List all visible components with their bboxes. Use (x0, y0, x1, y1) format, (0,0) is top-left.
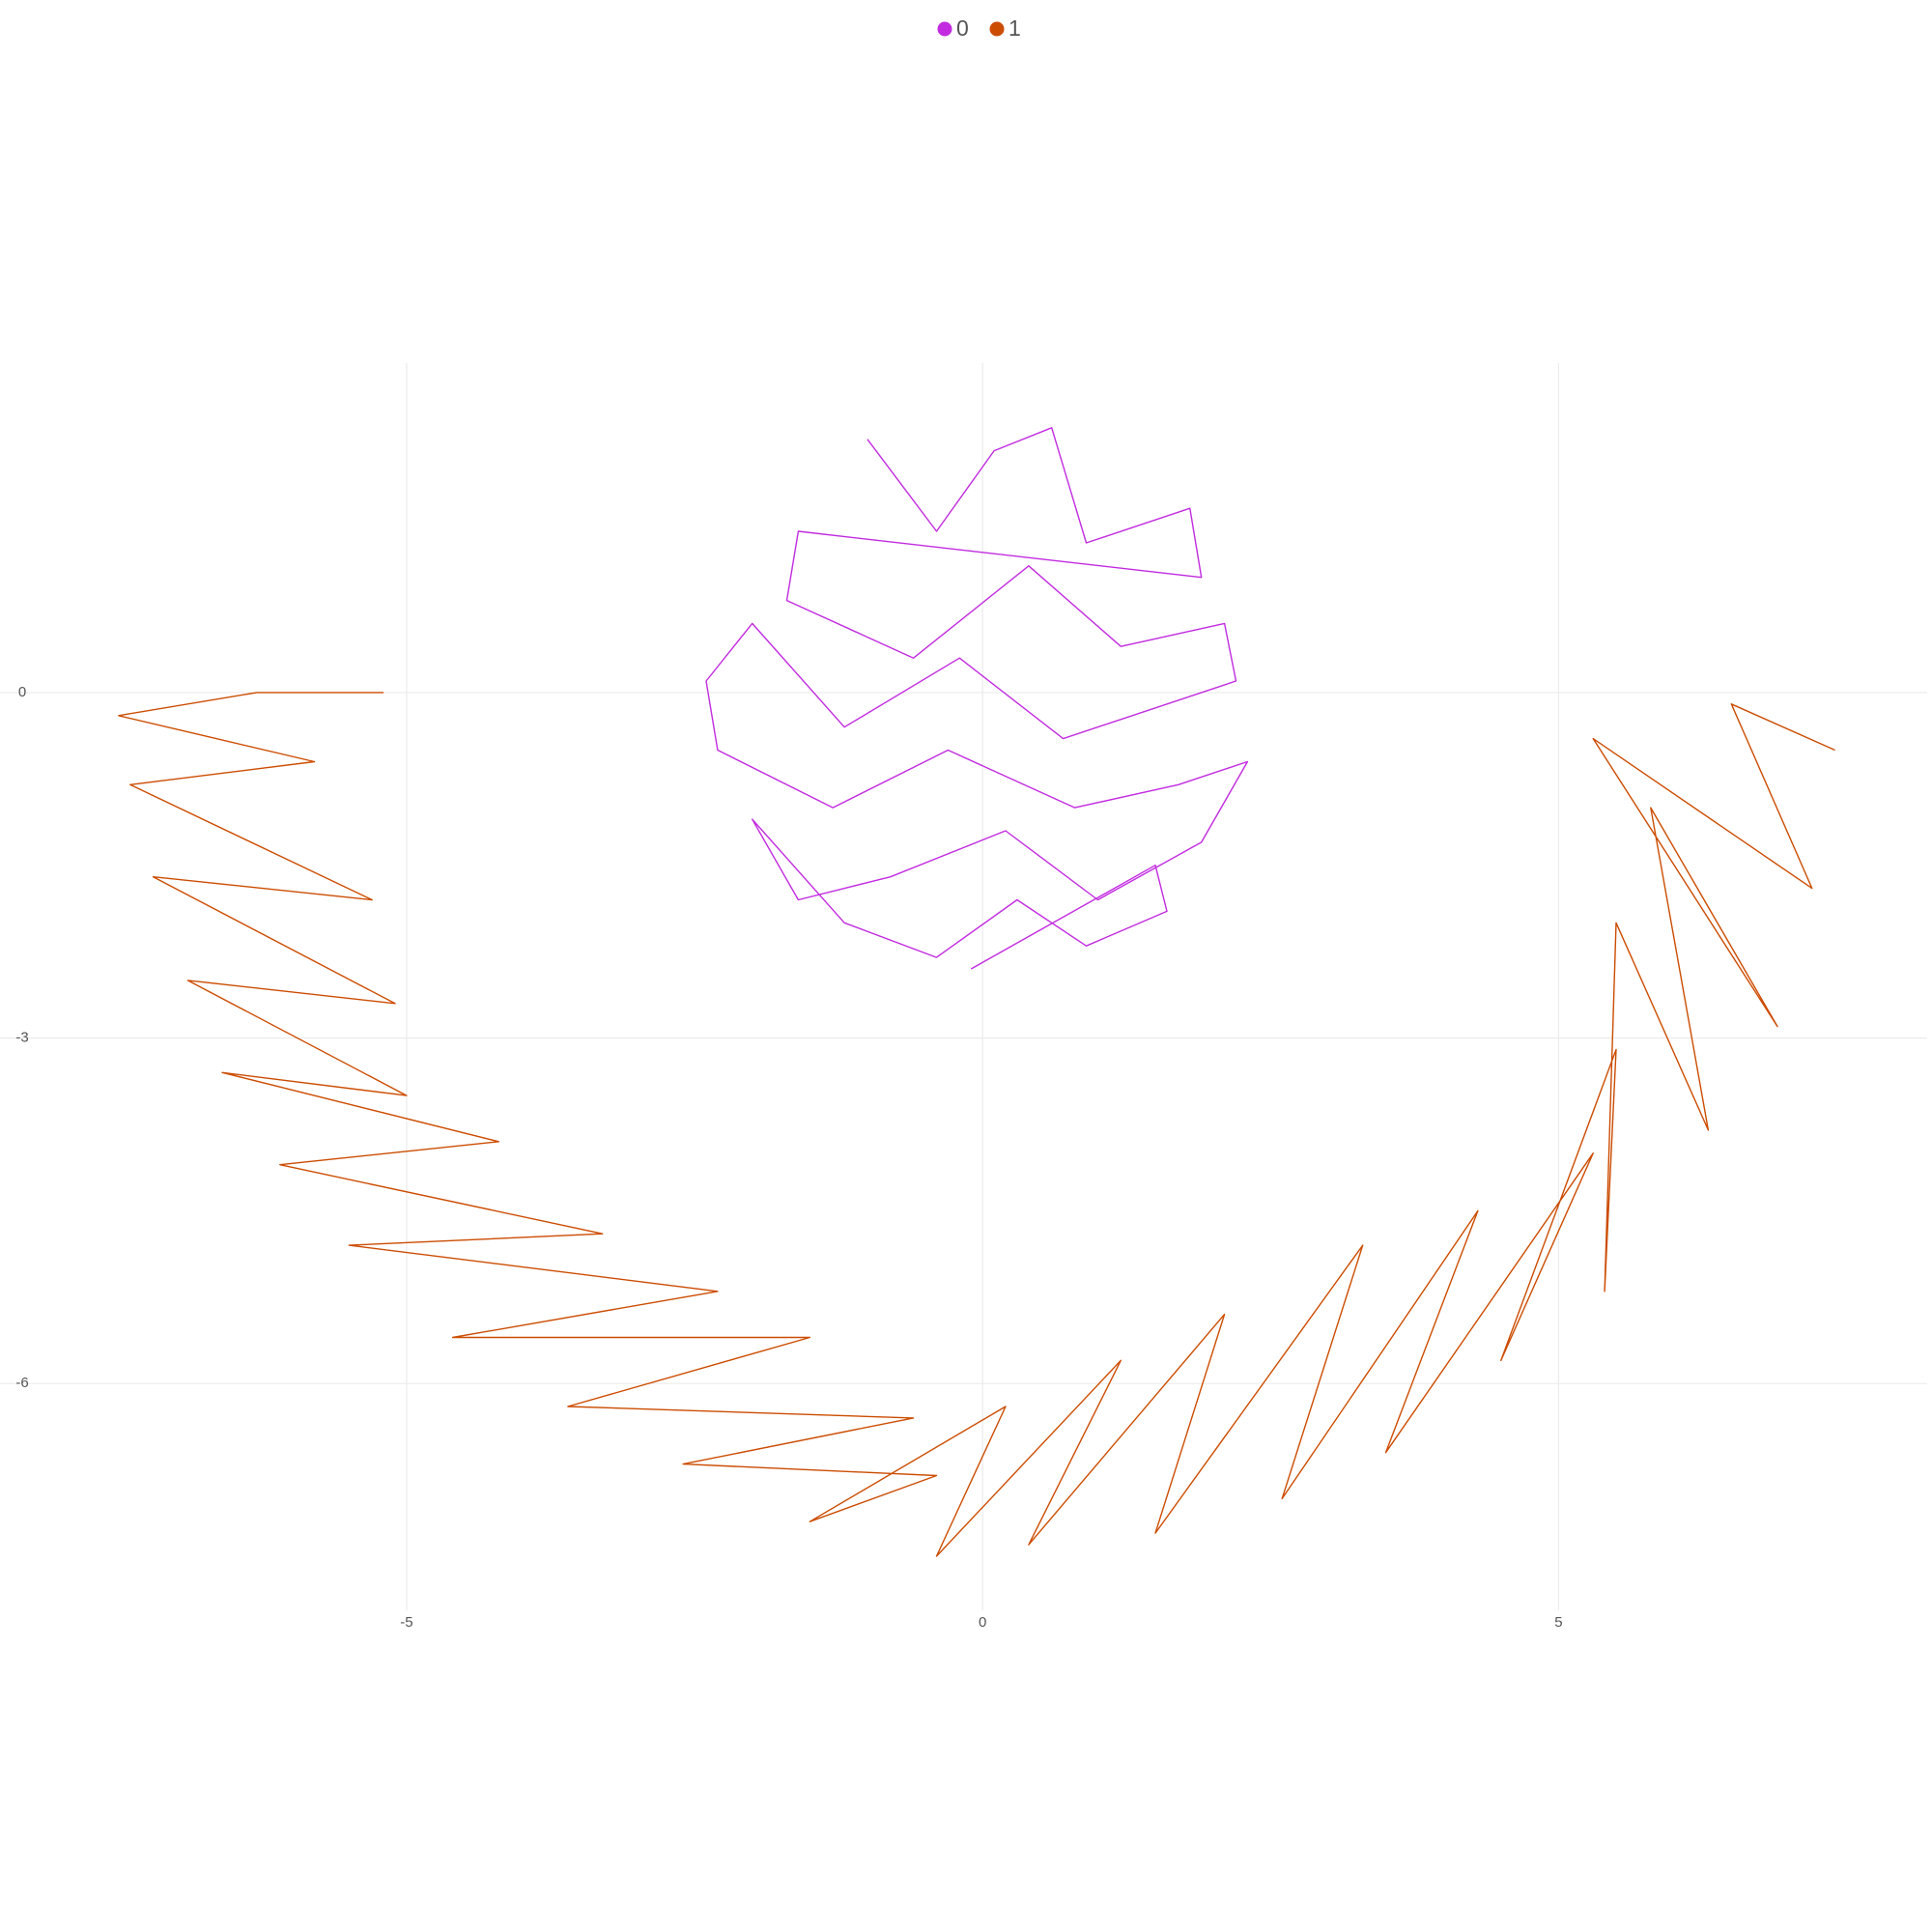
series-line (118, 692, 1835, 1557)
y-tick-label: -6 (15, 1375, 28, 1391)
y-tick-label: 0 (18, 684, 26, 700)
legend-label: 1 (1009, 15, 1021, 41)
x-tick-label: 0 (979, 1614, 986, 1631)
x-tick-label: -5 (400, 1614, 412, 1631)
legend-marker (937, 21, 952, 37)
legend-label: 0 (956, 15, 969, 41)
x-tick-label: 5 (1554, 1614, 1562, 1631)
series-line (705, 427, 1249, 970)
legend-marker (989, 21, 1005, 37)
y-tick-label: -3 (15, 1030, 28, 1046)
